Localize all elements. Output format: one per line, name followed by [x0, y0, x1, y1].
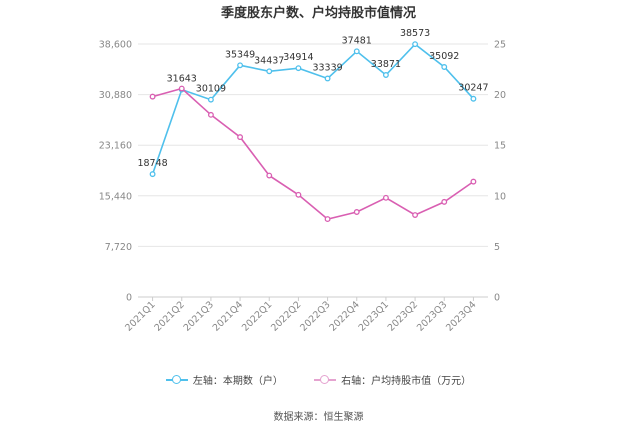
x-tick-label: 2023Q3 [415, 299, 449, 333]
legend-swatch-left [165, 374, 188, 384]
data-point-left [382, 72, 389, 78]
legend-swatch-right [314, 374, 337, 384]
data-point-left [295, 65, 302, 72]
chart-title: 季度股东户数、户均持股市值情况 [220, 6, 416, 21]
y-right-tick-label: 0 [494, 293, 500, 304]
y-right-tick-label: 20 [494, 90, 506, 101]
x-tick-label: 2021Q3 [182, 299, 216, 333]
y-left-tick-label: 23,160 [99, 141, 132, 152]
data-point-left [353, 48, 360, 55]
data-point-right [295, 191, 302, 198]
data-point-right [149, 93, 156, 100]
series-line-right [152, 87, 474, 220]
data-point-left [237, 62, 244, 69]
legend-item-left[interactable]: 左轴：本期数（户） [165, 372, 283, 387]
x-tick-label: 2022Q1 [240, 299, 274, 333]
data-point-left [207, 96, 214, 103]
data-point-left [470, 95, 477, 102]
x-tick-label: 2023Q2 [386, 299, 420, 333]
data-label: 34437 [254, 55, 284, 66]
x-tick-label: 2021Q2 [152, 299, 186, 333]
data-point-right [178, 85, 185, 92]
legend-item-right[interactable]: 右轴：户均持股市值（万元） [314, 372, 471, 387]
legend-label-right: 右轴：户均持股市值（万元） [341, 376, 472, 387]
y-left-tick-label: 30,880 [99, 90, 132, 101]
y-left-tick-label: 15,440 [99, 191, 132, 202]
data-label: 31643 [167, 74, 197, 85]
x-tick-label: 2022Q2 [269, 299, 303, 333]
data-label: 18748 [137, 158, 167, 169]
y-right-tick-label: 15 [494, 141, 506, 152]
y-left-tick-label: 0 [126, 293, 132, 304]
data-label: 33871 [371, 59, 401, 70]
legend-dot-left [171, 374, 181, 384]
legend-label-left: 左轴：本期数（户） [192, 376, 283, 387]
data-label: 38573 [400, 28, 430, 39]
data-point-right [237, 134, 244, 141]
x-tick-label: 2022Q4 [327, 299, 361, 333]
data-point-right [412, 212, 419, 218]
y-right-tick-label: 5 [494, 242, 500, 253]
data-label: 35349 [225, 49, 255, 60]
data-label: 34914 [283, 52, 313, 63]
x-tick-label: 2023Q4 [444, 299, 478, 333]
data-point-right [353, 209, 360, 215]
data-point-left [149, 171, 156, 178]
legend: 左轴：本期数（户） 右轴：户均持股市值（万元） [0, 372, 637, 387]
data-point-left [412, 41, 419, 48]
legend-dot-right [320, 374, 330, 384]
data-label: 30109 [196, 84, 226, 95]
data-point-left [441, 64, 448, 70]
series-line-left [151, 43, 474, 175]
data-label: 37481 [342, 35, 372, 46]
data-point-right [382, 194, 389, 201]
data-point-left [266, 68, 273, 75]
data-point-right [441, 198, 448, 205]
data-point-right [207, 111, 214, 118]
data-label: 30247 [458, 83, 488, 94]
y-left-tick-label: 7,720 [105, 242, 132, 253]
y-left-tick-label: 38,600 [99, 40, 132, 51]
data-point-right [324, 216, 331, 223]
y-right-tick-label: 10 [494, 191, 506, 202]
data-source: 数据来源：恒生聚源 [273, 412, 364, 423]
x-tick-label: 2023Q1 [357, 299, 391, 333]
data-label: 33339 [312, 62, 342, 73]
x-tick-label: 2022Q3 [298, 299, 332, 333]
data-point-left [324, 75, 331, 82]
x-tick-label: 2021Q4 [211, 299, 245, 333]
data-point-right [266, 172, 273, 179]
data-label: 35092 [429, 51, 459, 62]
x-tick-label: 2021Q1 [123, 299, 157, 333]
data-point-right [470, 178, 477, 185]
y-right-tick-label: 25 [494, 40, 506, 51]
